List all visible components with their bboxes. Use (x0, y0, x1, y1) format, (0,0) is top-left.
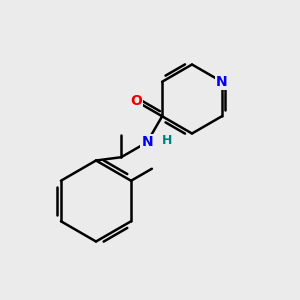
Text: N: N (141, 135, 153, 149)
Text: H: H (161, 134, 172, 147)
Text: N: N (216, 75, 228, 89)
Text: O: O (130, 94, 142, 108)
